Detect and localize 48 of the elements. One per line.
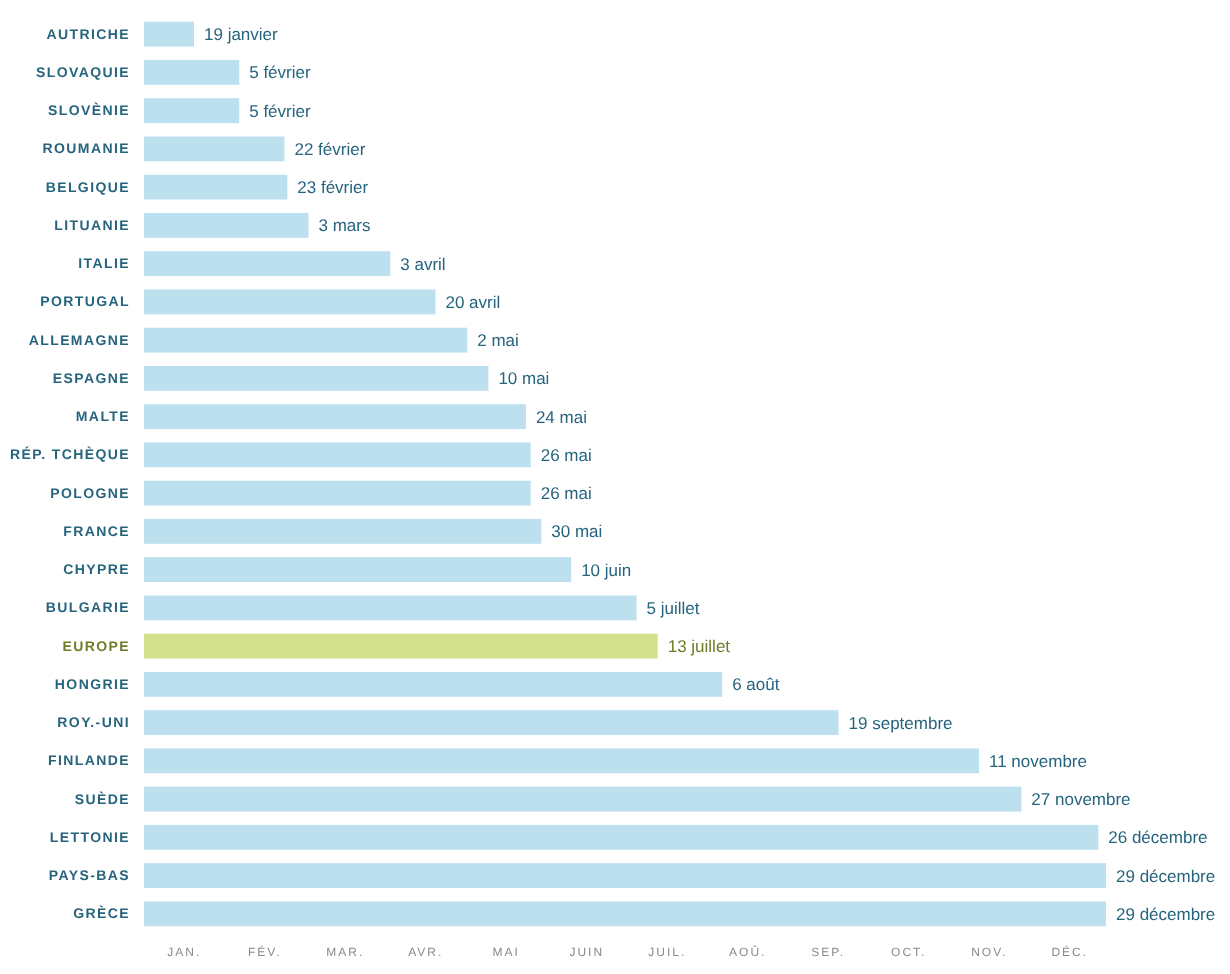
bar xyxy=(144,518,542,544)
annotation: 11 novembre xyxy=(989,750,1088,771)
bar xyxy=(144,212,309,238)
annotation: 5 février xyxy=(249,62,311,83)
annotation: 27 novembre xyxy=(1031,789,1132,810)
bar xyxy=(144,365,489,391)
bar xyxy=(144,710,839,736)
text: 29 décembre xyxy=(1116,903,1216,924)
bar xyxy=(144,136,285,162)
annotation: 26 mai xyxy=(540,483,592,504)
bar xyxy=(144,251,391,277)
bar xyxy=(144,671,723,697)
bar xyxy=(144,21,195,47)
annotation: 19 janvier xyxy=(204,24,279,45)
annotation: 5 juillet xyxy=(646,597,701,618)
bar xyxy=(144,595,637,621)
bar xyxy=(144,289,436,315)
bar xyxy=(144,404,526,430)
bar xyxy=(144,442,531,468)
annotation: 5 février xyxy=(249,100,311,121)
annotation: 10 mai xyxy=(498,368,550,389)
bar xyxy=(144,98,240,124)
annotation: 19 septembre xyxy=(848,712,954,733)
text: 26 décembre xyxy=(1108,827,1209,848)
annotation: 26 mai xyxy=(540,444,592,465)
bar xyxy=(144,327,468,353)
annotation: 2 mai xyxy=(477,330,520,351)
annotation: 6 août xyxy=(732,674,781,695)
bar xyxy=(144,901,1106,927)
bar xyxy=(144,59,240,85)
annotation: 23 février xyxy=(297,177,369,198)
annotation: 3 mars xyxy=(318,215,371,236)
bar xyxy=(144,863,1106,889)
bar xyxy=(144,824,1099,850)
bar xyxy=(144,557,572,583)
annotation: 13 juillet xyxy=(667,636,732,657)
annotation: 3 avril xyxy=(400,253,446,274)
bar xyxy=(144,174,288,200)
bar xyxy=(144,633,658,659)
annotation: 20 avril xyxy=(445,291,501,312)
annotation: 10 juin xyxy=(581,559,632,580)
annotation: 24 mai xyxy=(535,406,588,427)
annotation: 22 février xyxy=(294,138,366,159)
bar xyxy=(144,748,980,774)
bar xyxy=(144,786,1022,812)
bar xyxy=(144,480,531,506)
annotation: 30 mai xyxy=(551,521,603,542)
text: 29 décembre xyxy=(1116,865,1216,886)
